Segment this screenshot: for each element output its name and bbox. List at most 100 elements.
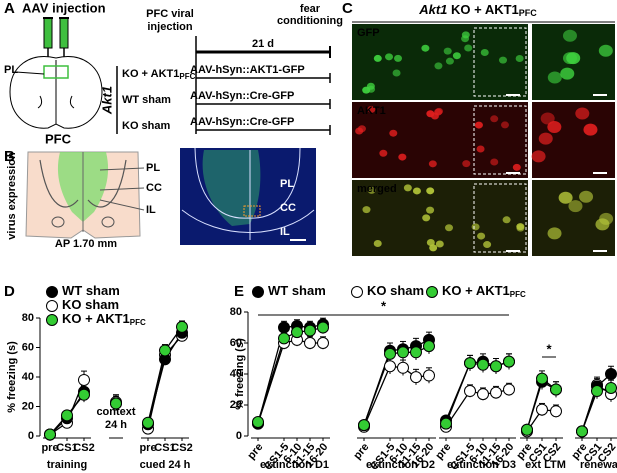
- legend-name: KO sham: [62, 297, 119, 312]
- data-point: [384, 360, 396, 373]
- legend-name: WT sham: [62, 283, 120, 298]
- data-point: [536, 403, 548, 416]
- panel-letter: C: [342, 0, 353, 17]
- cell: [403, 184, 412, 192]
- group-label: extinction D2: [366, 459, 435, 471]
- annotation: *: [546, 341, 552, 356]
- cell: [502, 216, 511, 224]
- y-tick-label: 0: [28, 430, 34, 442]
- data-point: [576, 425, 588, 438]
- legend-label: WT sham: [62, 283, 120, 298]
- title-rest: KO + AKT1: [447, 2, 518, 17]
- cell: [579, 190, 594, 203]
- cell: [435, 240, 444, 248]
- legend-marker: [46, 314, 58, 326]
- x-tick-label: CS2: [73, 442, 94, 454]
- channel-label: merged: [357, 183, 397, 195]
- pl-region: [43, 65, 69, 79]
- pointer: [15, 71, 45, 75]
- group-label: 24 h: [105, 419, 127, 431]
- data-point: [490, 386, 502, 399]
- cell: [398, 153, 407, 161]
- data-point: [304, 324, 316, 337]
- cell: [385, 53, 394, 61]
- annotation: *: [381, 298, 387, 313]
- legend-label: WT sham: [268, 283, 326, 298]
- data-point: [477, 358, 489, 371]
- region-label: CC: [146, 182, 162, 194]
- series-line: [257, 339, 323, 424]
- cell: [373, 54, 382, 62]
- data-point: [384, 347, 396, 360]
- syringe: [59, 17, 69, 49]
- genotype-label: Akt1: [99, 86, 114, 115]
- data-point: [550, 405, 562, 418]
- y-tick-label: 20: [230, 399, 242, 411]
- cell: [498, 56, 507, 64]
- inset-box: [243, 205, 261, 217]
- cell: [379, 149, 388, 157]
- corpus-callosum: [39, 159, 127, 208]
- data-point: [503, 355, 515, 368]
- data-point: [605, 381, 617, 394]
- data-point: [397, 361, 409, 374]
- image-label: IL: [280, 226, 290, 238]
- cell: [462, 160, 471, 168]
- virus-label: AAV-hSyn::AKT1-GFP: [190, 64, 305, 76]
- legend-label: KO sham: [367, 283, 424, 298]
- legend-label: KO + AKT1PFC: [442, 283, 526, 299]
- x-tick-label: CS2: [171, 442, 192, 454]
- cell: [512, 163, 521, 171]
- y-tick-label: 80: [22, 312, 34, 324]
- cell: [367, 105, 376, 113]
- cell: [422, 214, 431, 222]
- image-label: CC: [280, 202, 296, 214]
- inset-box: [473, 27, 527, 97]
- y-tick-label: 20: [22, 400, 34, 412]
- cell: [367, 85, 376, 93]
- data-point: [291, 326, 303, 339]
- cell: [429, 244, 438, 252]
- cell: [547, 227, 562, 240]
- data-point: [423, 340, 435, 353]
- cell: [575, 107, 590, 120]
- data-point: [278, 332, 290, 345]
- group-label: KO sham: [122, 120, 171, 132]
- data-point: [44, 428, 56, 441]
- cell: [412, 187, 421, 195]
- x-tick-label: pre: [41, 442, 58, 454]
- data-point: [317, 337, 329, 349]
- cell: [464, 44, 473, 52]
- data-point: [78, 373, 90, 386]
- legend-label: KO sham: [62, 297, 119, 312]
- cell: [568, 200, 583, 213]
- cell: [426, 238, 435, 246]
- micrograph: [352, 24, 528, 100]
- group-label: extinction D1: [260, 459, 329, 471]
- y-tick-label: 80: [230, 306, 242, 318]
- y-axis-label: % freezing (s): [234, 338, 246, 410]
- cell: [560, 67, 575, 80]
- virus-label: AAV-hSyn::Cre-GFP: [190, 90, 294, 102]
- cell: [389, 129, 398, 137]
- y-tick-label: 60: [230, 337, 242, 349]
- data-point: [159, 344, 171, 357]
- timeline-label: injection: [147, 21, 193, 33]
- x-tick-label: CS1: [154, 442, 175, 454]
- ventricle: [101, 216, 115, 228]
- data-point: [605, 368, 617, 380]
- region-label: PL: [4, 64, 18, 76]
- cell: [362, 206, 371, 214]
- data-point: [423, 369, 435, 382]
- title-sub: PFC: [519, 8, 538, 18]
- cell: [538, 132, 553, 145]
- interval-label: 21 d: [252, 38, 274, 50]
- legend-marker: [351, 286, 363, 298]
- group-label: extinction D3: [447, 459, 516, 471]
- cell: [367, 186, 376, 194]
- cell: [516, 224, 525, 232]
- cell: [421, 44, 430, 52]
- tissue-outline: [181, 147, 315, 233]
- pointer: [99, 199, 145, 211]
